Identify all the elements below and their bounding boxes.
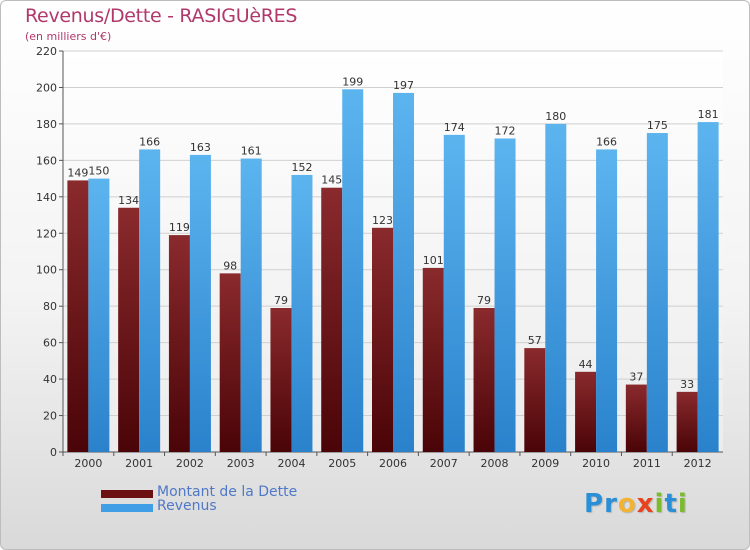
logo-letter: i <box>677 489 688 519</box>
data-label-debt: 149 <box>67 166 88 179</box>
data-label-debt: 37 <box>629 371 643 384</box>
data-label-revenue: 161 <box>241 145 262 158</box>
bar-debt <box>321 187 343 453</box>
legend-swatch-revenue <box>101 504 153 512</box>
legend-label-revenue: Revenus <box>157 498 217 514</box>
data-label-revenue: 174 <box>444 121 465 134</box>
data-label-revenue: 166 <box>596 135 617 148</box>
bar-revenue <box>240 158 262 453</box>
data-label-debt: 44 <box>579 358 593 371</box>
y-tick-label: 100 <box>36 264 57 277</box>
bar-debt <box>575 371 597 452</box>
bar-debt <box>473 308 495 452</box>
y-tick-label: 180 <box>36 118 57 131</box>
bar-revenue <box>393 92 414 452</box>
x-tick-label: 2009 <box>531 457 559 470</box>
x-tick-label: 2005 <box>328 457 356 470</box>
bar-debt <box>168 235 190 452</box>
logo-letter: t <box>664 489 678 519</box>
data-label-revenue: 199 <box>342 75 363 88</box>
bar-debt <box>270 308 292 452</box>
data-label-revenue: 181 <box>698 108 719 121</box>
bar-debt <box>676 391 698 452</box>
y-tick-label: 80 <box>43 300 57 313</box>
data-label-revenue: 175 <box>647 119 668 132</box>
bar-debt <box>524 348 546 452</box>
x-tick-label: 2001 <box>125 457 153 470</box>
y-tick-label: 200 <box>36 81 57 94</box>
data-label-debt: 145 <box>321 174 342 187</box>
bar-revenue <box>646 133 668 453</box>
data-label-revenue: 166 <box>139 135 160 148</box>
x-tick-label: 2012 <box>684 457 712 470</box>
bar-debt <box>219 273 241 452</box>
data-label-revenue: 197 <box>393 79 414 92</box>
data-label-debt: 134 <box>118 194 139 207</box>
bar-revenue <box>545 123 567 452</box>
bar-revenue <box>494 138 516 452</box>
data-label-debt: 57 <box>528 334 542 347</box>
x-tick-label: 2008 <box>481 457 509 470</box>
logo-letter: r <box>604 489 618 519</box>
bar-debt <box>422 267 444 452</box>
bar-revenue <box>443 134 465 452</box>
legend-swatch-debt <box>101 490 153 498</box>
bar-debt <box>118 207 140 452</box>
data-label-debt: 101 <box>423 254 444 267</box>
y-tick-label: 0 <box>50 446 57 459</box>
bar-revenue <box>342 89 364 452</box>
data-label-debt: 98 <box>223 259 237 272</box>
y-tick-label: 60 <box>43 337 57 350</box>
data-label-debt: 79 <box>274 294 288 307</box>
bar-revenue <box>291 174 313 453</box>
data-label-revenue: 172 <box>495 124 516 137</box>
data-label-revenue: 163 <box>190 141 211 154</box>
bar-revenue <box>139 149 161 452</box>
bar-debt <box>625 384 647 452</box>
x-tick-label: 2000 <box>74 457 102 470</box>
logo-letter: o <box>617 489 637 519</box>
y-tick-label: 120 <box>36 227 57 240</box>
data-label-revenue: 152 <box>291 161 312 174</box>
data-label-debt: 119 <box>169 221 190 234</box>
data-label-revenue: 150 <box>88 165 109 178</box>
x-tick-label: 2007 <box>430 457 458 470</box>
bar-revenue <box>697 122 719 452</box>
y-tick-label: 40 <box>43 373 57 386</box>
chart-subtitle: (en milliers d'€) <box>25 30 112 43</box>
bar-revenue <box>596 149 618 452</box>
x-tick-label: 2002 <box>176 457 204 470</box>
logo-letter: i <box>654 489 665 519</box>
y-tick-label: 20 <box>43 410 57 423</box>
bar-debt <box>67 180 89 452</box>
x-tick-label: 2003 <box>227 457 255 470</box>
x-tick-label: 2011 <box>633 457 661 470</box>
bar-debt <box>372 227 393 452</box>
legend-label-debt: Montant de la Dette <box>157 484 298 500</box>
x-tick-label: 2010 <box>582 457 610 470</box>
data-label-debt: 79 <box>477 294 491 307</box>
logo-letter: x <box>636 489 655 519</box>
bar-revenue <box>88 178 110 452</box>
data-label-revenue: 180 <box>545 110 566 123</box>
chart-title: Revenus/Dette - RASIGUèRES <box>25 5 298 27</box>
y-tick-label: 220 <box>36 45 57 58</box>
x-tick-label: 2004 <box>277 457 305 470</box>
logo-letter: P <box>584 489 605 519</box>
data-label-debt: 33 <box>680 378 694 391</box>
proxiti-logo: Proxiti <box>584 489 688 519</box>
bar-revenue <box>189 154 211 453</box>
y-tick-label: 160 <box>36 154 57 167</box>
data-label-debt: 123 <box>372 214 393 227</box>
y-tick-label: 140 <box>36 191 57 204</box>
x-tick-label: 2006 <box>379 457 407 470</box>
